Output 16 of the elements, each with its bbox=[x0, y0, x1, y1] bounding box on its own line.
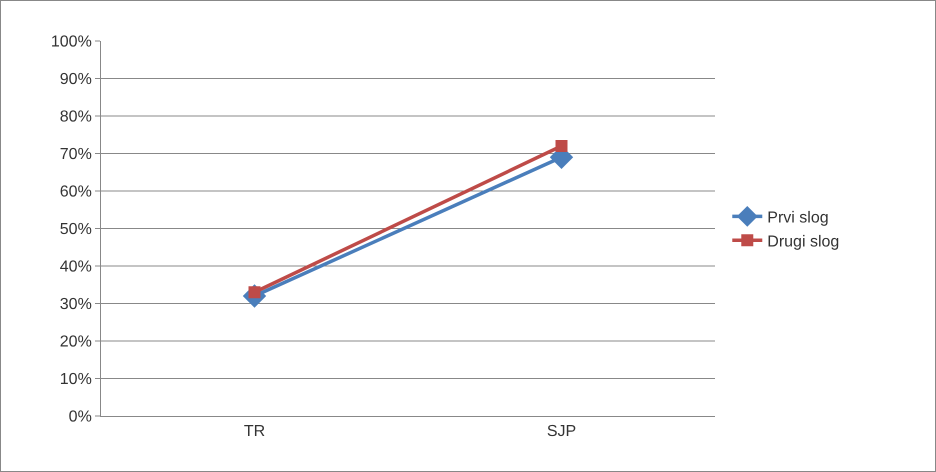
y-tick-label: 90% bbox=[60, 71, 92, 88]
x-tick-label: TR bbox=[244, 423, 266, 440]
y-tick-label: 0% bbox=[68, 408, 92, 426]
y-tick-label: 40% bbox=[60, 258, 92, 276]
x-tick-label: SJP bbox=[546, 423, 576, 440]
y-tick-label: 30% bbox=[60, 296, 92, 314]
y-tick-label: 50% bbox=[60, 221, 92, 238]
legend-label: Drugi slog bbox=[767, 233, 840, 250]
y-tick-label: 60% bbox=[60, 184, 92, 201]
y-tick-label: 80% bbox=[60, 108, 92, 126]
legend-label: Prvi slog bbox=[767, 210, 829, 227]
point bbox=[556, 140, 568, 152]
y-tick-label: 100% bbox=[50, 34, 92, 51]
y-tick-label: 70% bbox=[60, 146, 92, 164]
y-tick-label: 20% bbox=[60, 334, 92, 351]
y-tick-label: 10% bbox=[60, 371, 92, 388]
